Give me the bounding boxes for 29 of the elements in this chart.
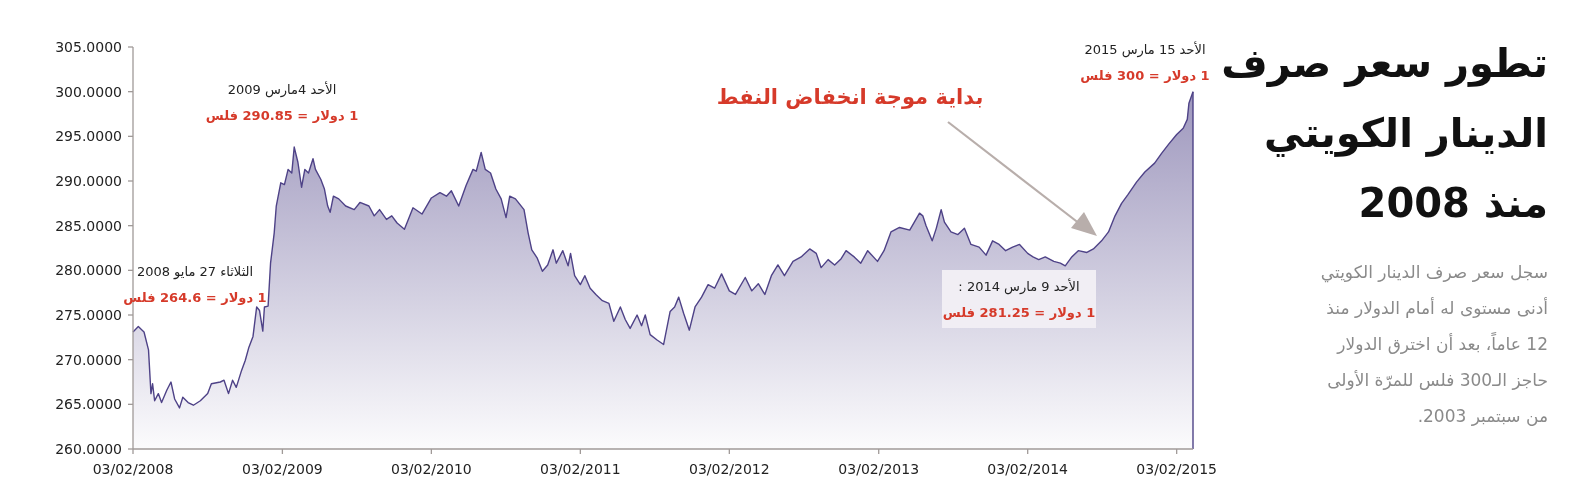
annotation: الثلاثاء 27 مايو 2008 [136, 264, 254, 280]
text: سجل سعر صرف الدينار الكويتي أدنى مستوى له أمام الدولار منذ 12 عاماً، بعد أن اخترق الدولار حاجز الـ300 فلس للمرّة الأولى من سبتمبر 2003. [1319, 261, 1548, 428]
y-tick-label: 305.0000 [55, 39, 122, 55]
annotation: بداية موجة انخفاض النفط [716, 85, 984, 109]
annotation: 1 دولار = 300 فلس [1080, 68, 1210, 83]
text: تطور سعر صرف الدينار الكويتي منذ 2008 [1220, 39, 1548, 228]
annotation: 1 دولار = 290.85 فلس [205, 108, 359, 123]
annotation: الأحد 15 مارس 2015 [1084, 41, 1206, 58]
y-tick-label: 300.0000 [55, 83, 122, 100]
y-tick-label: 295.0000 [55, 128, 122, 145]
x-tick-label: 03/02/2011 [540, 461, 621, 477]
y-tick-label: 290.0000 [55, 173, 122, 189]
x-tick-label: 03/02/2015 [1136, 461, 1218, 477]
y-tick-label: 260.0000 [55, 441, 122, 457]
y-tick-label: 280.0000 [55, 262, 122, 279]
annotation: 1 دولار = 281.25 فلس [942, 305, 1096, 320]
x-tick-label: 03/02/2010 [391, 461, 472, 477]
x-tick-label: 03/02/2012 [688, 461, 770, 477]
y-tick-label: 270.0000 [55, 351, 122, 368]
x-tick-label: 03/02/2009 [242, 461, 323, 477]
annotation: الأحد 4مارس 2009 [227, 81, 337, 98]
x-tick-label: 03/02/2008 [92, 461, 174, 477]
y-tick-label: 275.0000 [55, 307, 122, 323]
annotation: الأحد 9 مارس 2014 : [958, 278, 1080, 295]
y-tick-label: 285.0000 [55, 217, 122, 234]
x-tick-label: 03/02/2014 [987, 461, 1069, 477]
y-tick-label: 265.0000 [55, 396, 122, 413]
x-tick-label: 03/02/2013 [838, 461, 920, 477]
annotation: 1 دولار = 264.6 فلس [123, 290, 267, 305]
